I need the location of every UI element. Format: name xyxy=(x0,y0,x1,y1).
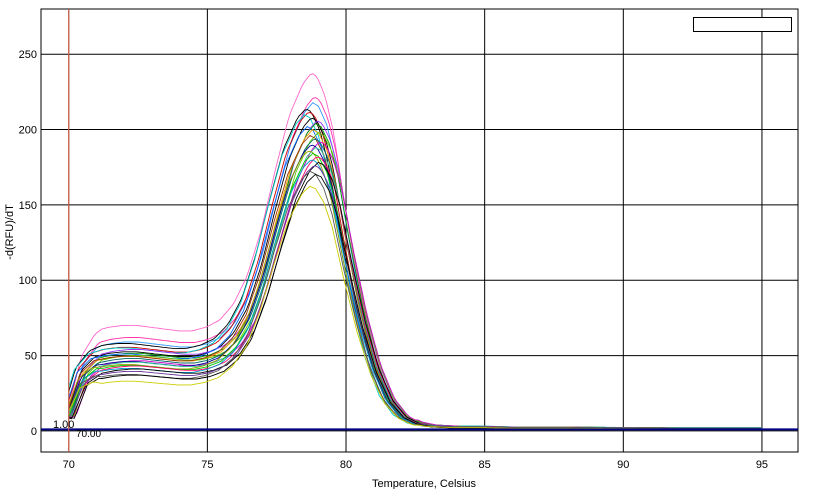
x-tick-label: 85 xyxy=(479,459,491,471)
y-tick-label: 200 xyxy=(19,125,37,137)
x-tick-label: 70 xyxy=(63,459,75,471)
x-axis-title: Temperature, Celsius xyxy=(372,478,476,489)
grid-lines xyxy=(41,9,798,452)
tick-labels: 70 75 80 85 90 95 0 50 100 150 200 250 xyxy=(19,49,768,471)
threshold-label: 1.00 xyxy=(53,419,74,431)
x-tick-label: 95 xyxy=(756,459,768,471)
y-axis-title: -d(RFU)/dT xyxy=(4,204,16,260)
y-tick-label: 50 xyxy=(25,351,37,363)
overlay-group xyxy=(41,9,798,452)
marker-label: 70.00 xyxy=(76,429,101,440)
x-tick-label: 75 xyxy=(201,459,213,471)
y-tick-label: 150 xyxy=(19,200,37,212)
x-tick-label: 80 xyxy=(340,459,352,471)
legend-box xyxy=(693,17,792,32)
y-tick-label: 100 xyxy=(19,275,37,287)
y-tick-label: 250 xyxy=(19,49,37,61)
y-tick-label: 0 xyxy=(31,426,37,438)
plot-area xyxy=(40,8,799,453)
x-tick-label: 90 xyxy=(617,459,629,471)
